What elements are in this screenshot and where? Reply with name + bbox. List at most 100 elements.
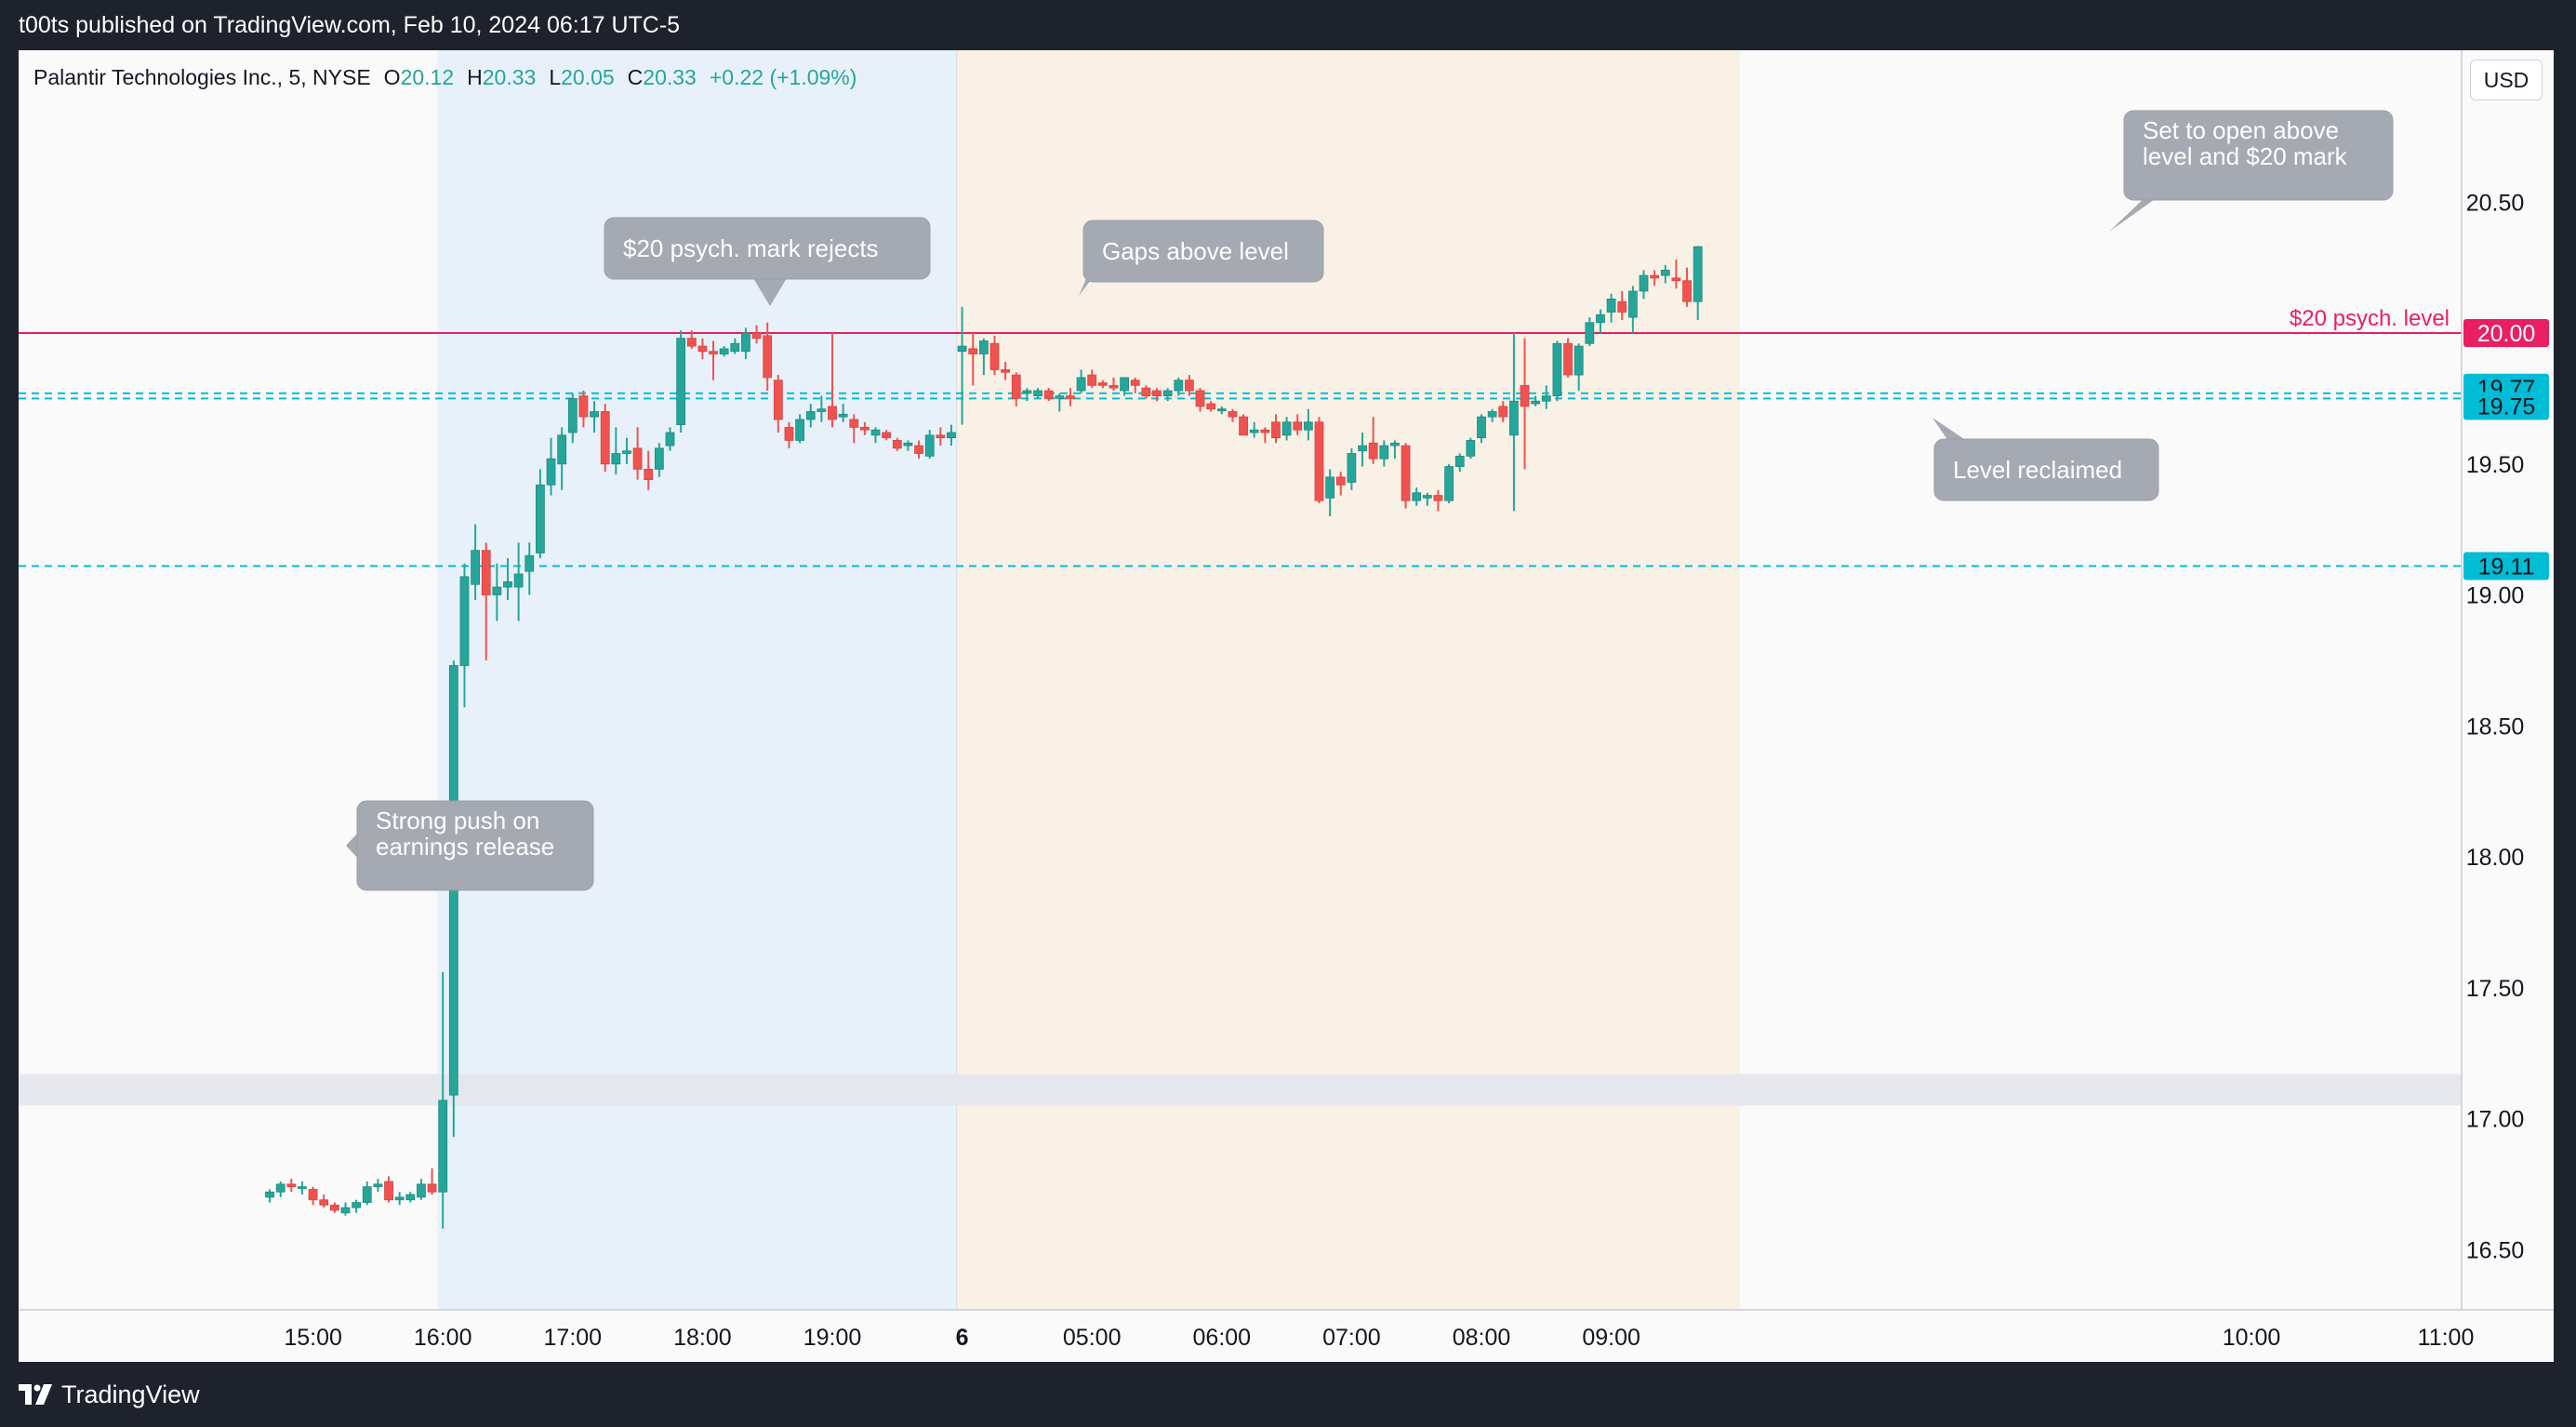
candle: [1671, 260, 1681, 289]
candle-body: [536, 484, 545, 553]
callout-set-to-open-box: [2123, 110, 2394, 201]
candle: [275, 1181, 285, 1197]
high-label: H: [467, 65, 483, 89]
candle-body: [546, 458, 556, 486]
candle: [1379, 440, 1389, 467]
candle: [1358, 432, 1367, 467]
candle-body: [298, 1186, 307, 1190]
candle-body: [947, 432, 956, 439]
candle-body: [1314, 421, 1324, 501]
candle: [697, 338, 708, 360]
candle-body: [438, 1100, 448, 1193]
price-tag-text: 20.00: [2477, 321, 2536, 347]
open-value: 20.12: [400, 65, 455, 89]
candle-body: [1617, 300, 1627, 313]
tradingview-logo[interactable]: TradingView: [19, 1380, 200, 1409]
candle-body: [1239, 416, 1248, 436]
callout-gaps-above-text-1: Gaps above level: [1102, 237, 1289, 265]
price-tag-19.75: 19.75: [2463, 392, 2549, 420]
candle: [611, 427, 621, 475]
candlestick-chart[interactable]: $20 psych. mark rejects Gaps above level S…: [19, 50, 2554, 1362]
candle-body: [892, 440, 902, 449]
candle: [1043, 388, 1054, 402]
candle: [1368, 417, 1378, 464]
time-tick-label: 18:00: [673, 1325, 732, 1351]
candle: [557, 427, 567, 490]
time-tick-label: 17:00: [544, 1325, 603, 1351]
candle: [1011, 372, 1021, 407]
candle: [1152, 388, 1162, 402]
candle-body: [697, 345, 708, 353]
candle-body: [373, 1183, 383, 1188]
candle: [438, 971, 448, 1229]
candle-body: [1606, 299, 1616, 313]
currency-button[interactable]: USD: [2470, 60, 2543, 100]
candle: [1422, 492, 1432, 506]
callout-level-reclaimed: Level reclaimed: [1932, 418, 2159, 501]
candle-body: [1552, 342, 1562, 396]
candle-body: [1682, 280, 1692, 302]
candle: [362, 1181, 372, 1206]
candle-body: [903, 442, 913, 447]
gap-zone-band: [19, 1074, 2462, 1106]
candle-body: [286, 1183, 297, 1188]
candle: [492, 563, 502, 621]
candle-body: [1627, 290, 1638, 318]
candle-body: [1055, 395, 1065, 399]
candle: [503, 558, 512, 601]
candle-body: [882, 432, 892, 439]
candle: [1141, 385, 1151, 399]
candle-body: [914, 445, 923, 454]
high-value: 20.33: [482, 65, 537, 89]
candle: [600, 404, 610, 473]
candle: [513, 542, 524, 621]
candle-body: [1358, 445, 1367, 452]
candle: [567, 393, 578, 444]
candle: [1206, 401, 1216, 412]
candle: [1412, 487, 1422, 506]
candle-body: [665, 432, 675, 447]
candle: [817, 395, 827, 422]
candle: [471, 524, 481, 601]
candle: [936, 427, 946, 447]
candle-body: [709, 351, 718, 354]
candle-body: [1120, 377, 1129, 392]
candle: [1162, 388, 1173, 402]
time-tick-label: 11:00: [2418, 1325, 2475, 1351]
candle-body: [265, 1191, 274, 1198]
candle: [481, 542, 491, 660]
symbol-label: Palantir Technologies Inc., 5, NYSE: [33, 65, 371, 89]
candle-body: [352, 1202, 362, 1208]
candle: [1130, 377, 1140, 393]
candle: [654, 443, 664, 477]
candle: [1433, 489, 1443, 512]
candle-body: [275, 1183, 285, 1193]
candle: [947, 424, 956, 447]
candle-body: [1639, 274, 1649, 292]
candle-body: [1001, 369, 1011, 373]
candle-body: [1585, 322, 1595, 344]
candle: [546, 437, 556, 496]
candle-body: [308, 1189, 318, 1201]
callout-strong-push-text-1: Strong push on: [376, 807, 539, 834]
candle: [805, 404, 816, 428]
callout-strong-push-pointer: [346, 832, 359, 860]
candle: [1487, 408, 1497, 422]
candle-body: [611, 453, 621, 465]
candle-body: [567, 397, 578, 433]
open-label: O: [383, 65, 401, 89]
candle: [622, 437, 631, 464]
candle: [1639, 270, 1649, 300]
candle-body: [578, 395, 589, 418]
candle: [578, 390, 589, 428]
candle-body: [1033, 390, 1042, 396]
price-tag-box: [2463, 552, 2549, 580]
candle: [1520, 338, 1530, 470]
candle: [1596, 309, 1605, 334]
candle-body: [795, 419, 804, 441]
candle-body: [459, 576, 470, 666]
candle-body: [1422, 495, 1432, 499]
candle-body: [924, 434, 935, 457]
chart-pane[interactable]: $20 psych. mark rejects Gaps above level S…: [19, 50, 2554, 1362]
